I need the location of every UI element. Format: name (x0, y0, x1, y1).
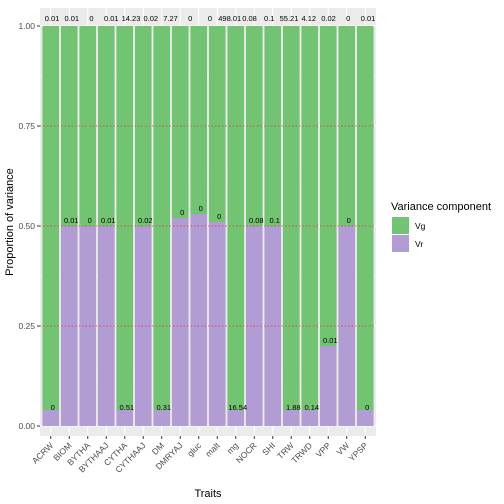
bar-vr-mg (227, 410, 245, 426)
legend-key-vr (392, 235, 409, 252)
top-label: 0.1 (264, 14, 274, 23)
bar-vg-vw (338, 26, 356, 226)
x-tick-label: ACRW (30, 440, 55, 465)
bar-vg-trwd (301, 26, 319, 410)
bar-vg-dmryaj (171, 26, 189, 218)
vr-label: 0.51 (119, 403, 134, 412)
top-label: 0 (346, 14, 350, 23)
vr-label: 0.08 (249, 216, 264, 225)
x-tick-label: TRWD (289, 440, 314, 465)
legend-title: Variance component (391, 201, 491, 213)
top-label: 498.01 (218, 14, 241, 23)
bar-vr-ypsp (356, 410, 374, 426)
top-label: 0.01 (361, 14, 376, 23)
top-label: 0 (89, 14, 93, 23)
y-tick-label: 0.50 (18, 221, 35, 231)
bar-vr-vw (338, 226, 356, 426)
bar-vg-shi (264, 26, 282, 226)
bar-vg-bytha (79, 26, 97, 226)
bar-vr-trwd (301, 410, 319, 426)
bar-vg-malt (208, 26, 226, 222)
y-tick-label: 1.00 (18, 21, 35, 31)
vr-label: 0 (347, 216, 351, 225)
vr-label: 1.88 (286, 403, 301, 412)
vr-label: 0 (217, 212, 221, 221)
bar-vr-acrw (42, 410, 60, 426)
y-axis-title: Proportion of variance (4, 168, 16, 276)
vr-label: 0 (88, 216, 92, 225)
vr-label: 0.01 (101, 216, 116, 225)
bar-vg-gluc (190, 26, 208, 214)
bar-vr-cytha (116, 410, 134, 426)
bar-vg-ypsp (356, 26, 374, 410)
bar-vr-malt (208, 222, 226, 426)
bar-vr-shi (264, 226, 282, 426)
bar-vg-bythaaj (97, 26, 115, 226)
x-tick-label: VPP (314, 440, 333, 459)
top-label: 55.21 (280, 14, 299, 23)
x-tick-label: YPSP (347, 440, 370, 463)
bar-vr-cythaaj (134, 226, 152, 426)
bar-vg-acrw (42, 26, 60, 410)
top-label: 14.23 (122, 14, 141, 23)
vr-label: 0 (180, 208, 184, 217)
x-tick-label: NOCR (234, 440, 259, 465)
top-label: 0.08 (242, 14, 257, 23)
bar-vr-trw (282, 410, 300, 426)
vr-label: 16.54 (228, 403, 247, 412)
top-label: 0 (188, 14, 192, 23)
top-label: 0.01 (64, 14, 79, 23)
bar-vr-bytha (79, 226, 97, 426)
vr-label: 0.01 (323, 336, 338, 345)
vr-label: 0.31 (156, 403, 171, 412)
top-label: 0.02 (321, 14, 336, 23)
top-label: 7.27 (163, 14, 178, 23)
bar-vr-dmryaj (171, 218, 189, 426)
top-label: 0 (208, 14, 212, 23)
bar-vg-vpp (319, 26, 337, 346)
legend-label-vg: Vg (415, 221, 426, 231)
vr-label: 0.02 (138, 216, 153, 225)
bar-vr-dm (153, 410, 171, 426)
vr-label: 0.14 (304, 403, 319, 412)
bar-vg-dm (153, 26, 171, 410)
bar-vg-mg (227, 26, 245, 410)
bar-vg-cythaaj (134, 26, 152, 226)
y-tick-label: 0.75 (18, 121, 35, 131)
x-tick-label: gluc (185, 440, 204, 459)
vr-label: 0 (365, 403, 369, 412)
x-tick-label: malt (203, 440, 222, 459)
vr-label: 0 (199, 204, 203, 213)
vr-label: 0 (51, 403, 55, 412)
top-label: 0.02 (143, 14, 158, 23)
vr-label: 0.1 (270, 216, 280, 225)
bar-vr-vpp (319, 346, 337, 426)
y-tick-label: 0.25 (18, 321, 35, 331)
vr-label: 0.01 (64, 216, 79, 225)
bar-vr-gluc (190, 214, 208, 426)
legend-key-vg (392, 217, 409, 234)
top-label: 0.01 (45, 14, 60, 23)
bar-vg-cytha (116, 26, 134, 410)
bar-vg-trw (282, 26, 300, 410)
top-label: 4.12 (301, 14, 316, 23)
x-axis-title: Traits (194, 488, 222, 500)
top-label: 0.01 (104, 14, 119, 23)
bar-vr-bythaaj (97, 226, 115, 426)
y-tick-label: 0.00 (18, 421, 35, 431)
legend-label-vr: Vr (415, 239, 423, 249)
